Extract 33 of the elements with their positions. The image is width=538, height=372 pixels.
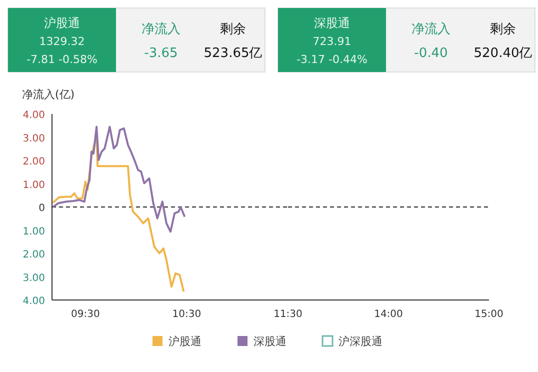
line-series [52,126,186,233]
x-tick-label: 09:30 [71,309,100,320]
y-tick-label: 2.00 [22,156,45,168]
text: 523.65亿 [204,46,262,61]
text: -7.81 -0.58% [26,53,98,66]
text: 剩余 [490,22,516,37]
text: 剩余 [220,22,246,37]
y-tick-label: 0 [38,203,45,214]
text: 1329.32 [39,35,85,48]
y-tick-label: 3.00 [22,133,45,144]
text: -3.65 [144,46,178,61]
x-tick-label: 11:30 [274,309,302,320]
legend-label: 沪深股通 [338,335,382,348]
text: 沪股通 [44,16,80,30]
text: 净流入 [142,21,180,37]
legend-label: 深股通 [254,335,286,348]
y-tick-label: 2.00 [22,250,45,260]
y-axis-title: 净流入(亿) [22,88,75,101]
x-tick-label: 10:30 [172,309,202,320]
y-tick-label: 4.00 [22,110,45,121]
text: 723.91 [312,35,352,48]
y-tick-label: 4.00 [22,296,45,307]
text: 净流入 [412,21,450,37]
y-tick-label: 3.00 [22,272,45,284]
x-tick-label: 15:00 [474,309,504,320]
y-tick-label: 1.00 [22,226,45,238]
x-tick-label: 14:00 [374,309,403,320]
text: 深股通 [314,16,350,30]
text: -0.40 [414,46,448,61]
legend-label: 沪股通 [168,335,202,348]
text: -3.17 -0.44% [296,53,368,66]
text: 520.40亿 [474,46,532,61]
y-tick-label: 1.00 [22,180,45,191]
